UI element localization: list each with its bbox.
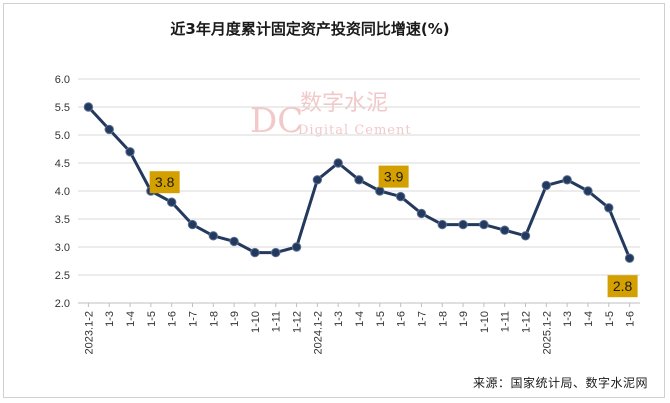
x-tick-label: 1-10 — [250, 311, 262, 333]
x-tick-label: 1-4 — [583, 311, 595, 327]
x-tick-label: 1-6 — [625, 311, 637, 327]
y-tick-label: 2.5 — [55, 270, 70, 282]
data-label: 3.8 — [149, 171, 180, 194]
x-tick-label: 1-11 — [271, 311, 283, 332]
data-point — [500, 225, 510, 235]
data-point — [333, 158, 343, 168]
x-tick-label: 1-6 — [396, 311, 408, 327]
data-point — [395, 191, 406, 202]
data-label-box — [607, 275, 638, 298]
chart-title: 近3年月度累计固定资产投资同比增速(%) — [170, 20, 450, 38]
data-point — [250, 247, 260, 258]
data-point — [583, 186, 593, 196]
data-point — [271, 247, 281, 258]
data-point — [541, 180, 552, 191]
x-tick-label: 1-3 — [562, 311, 574, 327]
watermark-cn: 数字水泥 — [300, 91, 388, 116]
data-point — [312, 175, 323, 185]
data-point — [479, 219, 489, 230]
x-tick-label: 1-4 — [125, 311, 137, 327]
x-tick-label: 2024.1-2 — [312, 311, 324, 354]
data-label: 2.8 — [607, 275, 638, 298]
data-point — [604, 203, 614, 213]
x-tick-label: 1-12 — [292, 311, 304, 333]
data-point — [125, 147, 135, 157]
x-tick-label: 1-9 — [229, 311, 241, 327]
y-tick-label: 3.5 — [55, 214, 70, 226]
x-tick-label: 1-8 — [437, 311, 449, 327]
data-point — [520, 231, 531, 241]
x-tick-label: 1-9 — [458, 311, 470, 327]
watermark: DC 数字水泥 Digital Cement — [250, 91, 412, 141]
x-tick-label: 1-11 — [500, 311, 512, 332]
y-tick-label: 4.0 — [55, 186, 70, 198]
source-note: 来源：国家统计局、数字水泥网 — [472, 376, 648, 390]
data-label-box — [378, 165, 409, 188]
y-tick-label: 5.5 — [55, 102, 70, 114]
data-label: 3.9 — [378, 165, 409, 188]
data-point — [187, 219, 198, 230]
data-point — [354, 175, 364, 185]
x-tick-label: 1-7 — [416, 311, 428, 327]
data-point — [104, 124, 114, 135]
y-axis-ticks: 6.0 5.5 5.0 4.5 4.0 3.5 3.0 2.5 2.0 — [55, 74, 70, 310]
data-point — [375, 186, 385, 196]
data-label-text: 3.8 — [155, 174, 175, 190]
data-label-text: 2.8 — [613, 278, 633, 294]
chart-frame — [3, 3, 665, 398]
data-point — [229, 236, 239, 247]
data-point — [437, 219, 447, 230]
x-tick-label: 1-8 — [208, 311, 220, 327]
x-tick-label: 2025.1-2 — [541, 311, 553, 354]
data-label-box — [149, 171, 180, 194]
x-tick-label: 1-3 — [333, 311, 345, 327]
data-point — [83, 102, 94, 112]
data-point — [624, 253, 635, 263]
watermark-logo: DC — [250, 101, 303, 141]
data-point — [166, 197, 177, 207]
x-tick-label: 1-6 — [167, 311, 179, 327]
x-tick-label: 1-5 — [604, 311, 616, 327]
series — [83, 102, 635, 263]
data-point — [562, 175, 572, 185]
x-tick-label: 1-7 — [187, 311, 199, 327]
x-tick-label: 1-10 — [479, 311, 491, 333]
data-point — [208, 231, 218, 241]
x-tick-label: 1-5 — [375, 311, 387, 327]
data-point — [416, 208, 427, 219]
x-tick-label: 1-5 — [146, 311, 158, 327]
x-tick-label: 2023.1-2 — [83, 311, 95, 354]
data-labels: 3.8 3.9 2.8 — [149, 165, 638, 298]
x-tick-label: 1-3 — [104, 311, 116, 327]
y-tick-label: 4.5 — [55, 158, 70, 170]
x-axis: 2023.1-2 1-3 1-4 1-5 1-6 1-7 1-8 1-9 1-10 1-11 1-1… — [78, 302, 640, 354]
data-point — [291, 242, 302, 252]
y-tick-label: 3.0 — [55, 242, 70, 254]
x-tick-label: 1-4 — [354, 311, 366, 327]
y-tick-label: 6.0 — [55, 74, 70, 86]
y-tick-label: 5.0 — [55, 130, 70, 142]
data-label-text: 3.9 — [384, 169, 404, 185]
watermark-en: Digital Cement — [298, 123, 412, 138]
data-point — [458, 219, 468, 230]
x-tick-label: 1-12 — [521, 311, 533, 333]
y-tick-label: 2.0 — [55, 298, 70, 310]
